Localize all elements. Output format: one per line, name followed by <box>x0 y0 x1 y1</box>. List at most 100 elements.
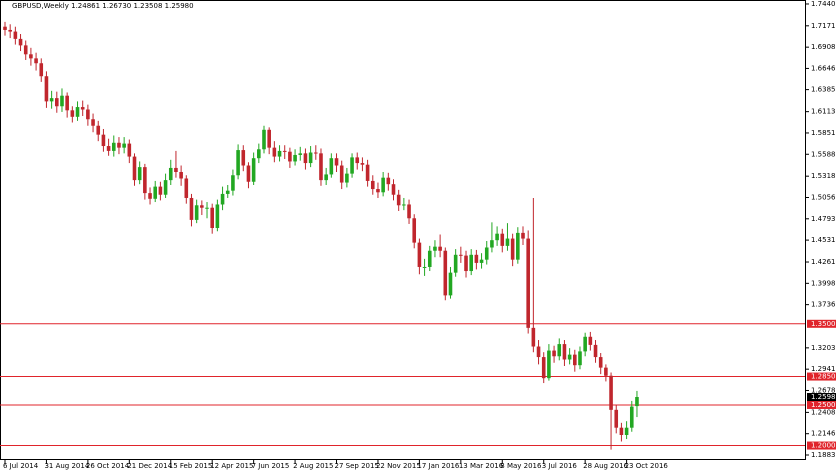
candle-body <box>122 143 126 148</box>
candle-body <box>189 197 194 220</box>
candle-body <box>531 327 536 347</box>
level-tag <box>807 319 836 328</box>
candle-body <box>314 152 318 154</box>
candle-body <box>391 184 396 195</box>
candle-body <box>614 409 619 428</box>
candle-body <box>86 109 90 120</box>
candle-body <box>262 129 266 150</box>
candle-body <box>604 367 608 376</box>
candle-body <box>179 172 183 179</box>
y-tick-label: 1.21460 <box>811 430 836 438</box>
candle-body <box>360 163 365 165</box>
y-tick-label: 1.45310 <box>811 236 836 244</box>
candle-body <box>91 119 95 126</box>
candle-body <box>412 218 417 243</box>
candle-body <box>153 186 158 199</box>
candle-body <box>8 29 12 32</box>
candle-body <box>298 153 303 155</box>
x-tick-label: 7 Jun 2015 <box>252 462 290 470</box>
candle-body <box>567 354 572 360</box>
candle-body <box>588 336 593 345</box>
candle-body <box>562 344 567 360</box>
candle-body <box>246 165 251 182</box>
y-tick-label: 1.39985 <box>811 279 836 287</box>
candle-body <box>459 254 463 256</box>
y-tick-label: 1.66460 <box>811 64 836 72</box>
candle-body <box>319 153 323 181</box>
candle-body <box>635 397 639 407</box>
candle-body <box>345 173 349 183</box>
plot-frame <box>0 0 806 460</box>
y-tick-label: 1.63850 <box>811 86 836 94</box>
level-label: 1.28500 <box>811 373 836 381</box>
candle-body <box>334 158 339 166</box>
candle-body <box>448 272 453 296</box>
x-tick-label: 15 Feb 2015 <box>169 462 213 470</box>
candle-body <box>526 238 530 328</box>
candle-body <box>241 150 246 166</box>
y-tick-label: 1.53185 <box>811 172 836 180</box>
candle-body <box>381 177 385 193</box>
candle-body <box>205 207 209 209</box>
candle-body <box>215 204 220 229</box>
candle-body <box>49 98 54 102</box>
y-tick-label: 1.61135 <box>811 108 836 116</box>
candle-body <box>479 259 484 263</box>
x-tick-label: 26 Oct 2014 <box>86 462 130 470</box>
candle-body <box>495 233 499 241</box>
candle-body <box>547 350 551 379</box>
candle-body <box>106 146 111 151</box>
x-tick-label: 23 Oct 2016 <box>625 462 669 470</box>
x-tick-label: 13 Mar 2016 <box>459 462 504 470</box>
candle-body <box>516 232 520 260</box>
candle-body <box>350 157 354 174</box>
y-tick-label: 1.42610 <box>811 258 836 266</box>
candle-body <box>329 158 334 175</box>
candle-body <box>168 167 173 181</box>
level-tag <box>807 400 836 409</box>
candle-body <box>137 167 142 181</box>
candle-body <box>18 38 23 46</box>
candle-body <box>70 110 75 117</box>
candle-body <box>148 193 152 199</box>
candle-body <box>220 193 225 205</box>
candle-body <box>573 354 577 366</box>
candle-body <box>13 31 18 39</box>
candle-body <box>500 233 505 246</box>
candle-body <box>386 177 391 185</box>
x-tick-label: 8 May 2016 <box>500 462 542 470</box>
candle-body <box>422 266 427 268</box>
y-tick-label: 1.29410 <box>811 365 836 373</box>
candle-body <box>521 232 525 239</box>
candle-body <box>293 154 297 162</box>
candle-body <box>510 238 515 260</box>
x-tick-label: 28 Aug 2016 <box>583 462 628 470</box>
x-tick-label: 27 Sep 2015 <box>335 462 379 470</box>
candle-body <box>132 156 137 181</box>
candle-body <box>101 134 106 147</box>
candle-body <box>251 158 256 182</box>
candle-body <box>257 149 261 159</box>
candle-body <box>277 150 282 157</box>
candle-body <box>29 54 33 59</box>
x-tick-label: 3 Jul 2016 <box>542 462 578 470</box>
candle-body <box>75 107 80 117</box>
candle-body <box>272 147 277 157</box>
candle-body <box>365 164 370 181</box>
x-tick-label: 31 Aug 2014 <box>44 462 89 470</box>
candle-body <box>236 150 240 176</box>
x-tick-label: 17 Jan 2016 <box>417 462 460 470</box>
last-price-label: 1.25980 <box>811 393 836 401</box>
candle-body <box>117 142 121 148</box>
candle-body <box>210 207 214 229</box>
candle-body <box>288 151 292 162</box>
level-tag <box>807 372 836 381</box>
candle-body <box>225 190 230 194</box>
candle-body <box>396 194 401 206</box>
y-tick-label: 1.37360 <box>811 301 836 309</box>
x-tick-label: 6 Jul 2014 <box>3 462 39 470</box>
candle-body <box>583 336 587 352</box>
candle-body <box>402 204 406 206</box>
candle-body <box>469 254 473 272</box>
